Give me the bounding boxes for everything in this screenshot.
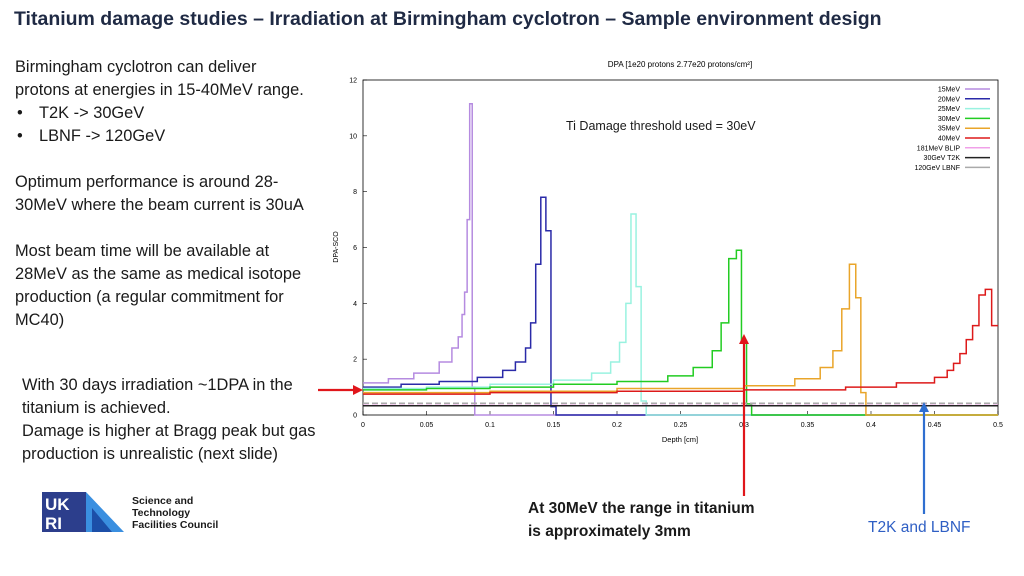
- text-line: Optimum performance is around 28-: [15, 173, 279, 191]
- y-ticks: 0 2 4 6 8 10 12: [349, 78, 367, 420]
- text-line: production is unrealistic (next slide): [22, 445, 278, 463]
- legend-label: 181MeV BLIP: [917, 145, 961, 152]
- y-tick-label: 12: [349, 78, 357, 85]
- x-tick-label: 0: [361, 422, 365, 429]
- range-annotation: At 30MeV the range in titanium is approx…: [528, 500, 755, 540]
- series-40mev: [363, 288, 998, 395]
- bullet-lbnf: LBNF -> 120GeV: [15, 125, 345, 148]
- ukri-logo: UK RI: [40, 488, 125, 536]
- svg-text:RI: RI: [45, 514, 62, 533]
- text-line: 28MeV as the same as medical isotope: [15, 265, 302, 283]
- slide-title: Titanium damage studies – Irradiation at…: [14, 8, 882, 30]
- svg-text:UK: UK: [45, 495, 70, 514]
- legend-label: 120GeV LBNF: [914, 165, 960, 172]
- text-line: titanium is achieved.: [22, 399, 171, 417]
- t2k-lbnf-annotation: T2K and LBNF: [868, 519, 971, 536]
- blue-arrow-vertical: [919, 402, 929, 514]
- red-arrow-vertical: [739, 334, 749, 496]
- text-line: 30MeV where the beam current is 30uA: [15, 196, 304, 214]
- y-tick-label: 2: [353, 357, 357, 364]
- x-tick-label: 0.45: [928, 422, 942, 429]
- y-tick-label: 4: [353, 301, 357, 308]
- red-arrow-horizontal: [318, 385, 363, 395]
- chart-title: DPA [1e20 protons 2.77e20 protons/cm²]: [608, 60, 752, 69]
- series-15mev: [363, 102, 998, 416]
- legend-label: 30MeV: [938, 116, 961, 123]
- x-tick-label: 0.2: [612, 422, 622, 429]
- council-name: Science and Technology Facilities Counci…: [132, 495, 219, 531]
- intro-text: Birmingham cyclotron can deliver protons…: [15, 56, 345, 332]
- text-line: With 30 days irradiation ~1DPA in the: [22, 376, 293, 394]
- y-tick-label: 8: [353, 189, 357, 196]
- bullet-t2k: T2K -> 30GeV: [15, 102, 345, 125]
- legend-label: 30GeV T2K: [924, 155, 961, 162]
- x-tick-label: 0.5: [993, 422, 1003, 429]
- threshold-annotation: Ti Damage threshold used = 30eV: [566, 119, 756, 133]
- series-25mev: [363, 213, 998, 416]
- irradiation-note: With 30 days irradiation ~1DPA in the ti…: [22, 374, 352, 466]
- text-line: protons at energies in 15-40MeV range.: [15, 81, 304, 99]
- series-30mev: [363, 249, 998, 416]
- text-line: MC40): [15, 311, 65, 329]
- y-tick-label: 0: [353, 413, 357, 420]
- legend-label: 20MeV: [938, 96, 961, 103]
- x-tick-label: 0.35: [801, 422, 815, 429]
- x-ticks: 00.050.10.150.20.250.30.350.40.450.5: [361, 411, 1003, 429]
- y-tick-label: 6: [353, 245, 357, 252]
- text-line: Most beam time will be available at: [15, 242, 270, 260]
- y-tick-label: 10: [349, 133, 357, 140]
- x-axis-label: Depth [cm]: [662, 435, 698, 444]
- x-tick-label: 0.15: [547, 422, 561, 429]
- x-tick-label: 0.05: [420, 422, 434, 429]
- x-tick-label: 0.1: [485, 422, 495, 429]
- x-tick-label: 0.4: [866, 422, 876, 429]
- x-tick-label: 0.25: [674, 422, 688, 429]
- chart-legend: 15MeV 20MeV 25MeV 30MeV 35MeV 40MeV 181MeV BLI…: [914, 87, 990, 172]
- legend-label: 35MeV: [938, 126, 961, 133]
- text-line: production (a regular commitment for: [15, 288, 284, 306]
- text-line: Birmingham cyclotron can deliver: [15, 58, 257, 76]
- series-35mev: [363, 263, 998, 416]
- series-20mev: [363, 196, 998, 416]
- legend-label: 40MeV: [938, 136, 961, 143]
- series-lines: [363, 102, 998, 416]
- legend-label: 15MeV: [938, 87, 961, 94]
- y-axis-label: DPA-SCO: [333, 231, 340, 263]
- text-line: Damage is higher at Bragg peak but gas: [22, 422, 316, 440]
- legend-label: 25MeV: [938, 106, 961, 113]
